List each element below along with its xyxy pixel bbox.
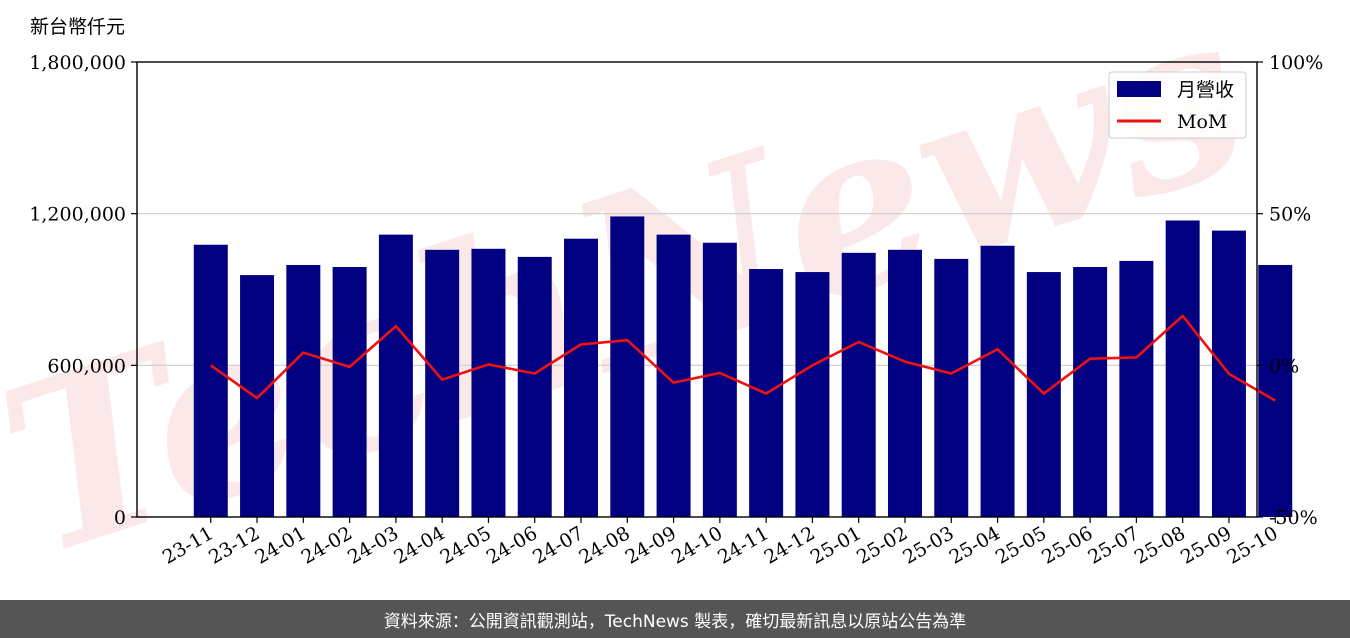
bar — [887, 249, 922, 517]
left-tick-label: 0 — [114, 507, 126, 529]
legend: 月營收 MoM — [1108, 71, 1247, 139]
right-tick-label: 100% — [1269, 52, 1323, 74]
bar — [564, 238, 599, 518]
x-tick-label: 24-02 — [298, 522, 356, 568]
x-tick-label: 24-11 — [714, 522, 772, 568]
left-tick-label: 1,200,000 — [29, 204, 126, 226]
line-series — [210, 314, 1276, 402]
bar — [656, 234, 691, 517]
x-tick-label: 25-01 — [807, 522, 865, 568]
x-tick-label: 24-03 — [344, 522, 402, 568]
chart-canvas: TechNews 0600,0001,200,0001,800,000-50%0… — [0, 0, 1323, 609]
x-tick-label: 24-10 — [668, 522, 726, 568]
bar — [1073, 267, 1108, 517]
bar — [795, 272, 830, 517]
x-tick-label: 25-03 — [899, 522, 957, 568]
bar — [193, 244, 228, 517]
legend-swatch-revenue — [1117, 81, 1161, 97]
bar — [471, 248, 506, 517]
x-tick-label: 25-02 — [853, 522, 911, 568]
x-tick-label: 25-09 — [1177, 522, 1235, 568]
bar — [425, 249, 460, 517]
bar — [378, 234, 413, 517]
x-tick-label: 24-09 — [622, 522, 680, 568]
right-tick-label: 50% — [1269, 204, 1311, 226]
mom-line — [210, 314, 1276, 402]
footer-source-text: 資料來源：公開資訊觀測站，TechNews 製表，確切最新訊息以原站公告為準 — [383, 611, 967, 632]
bar — [517, 256, 552, 517]
legend-label-mom: MoM — [1177, 111, 1227, 133]
right-tick-label: -50% — [1269, 507, 1318, 529]
bar — [934, 258, 969, 517]
x-tick-label: 24-12 — [760, 522, 818, 568]
revenue-chart: TechNews 0600,0001,200,0001,800,000-50%0… — [0, 0, 1323, 609]
bar — [702, 242, 737, 517]
grid — [137, 213, 1257, 366]
bar-series — [193, 216, 1293, 518]
legend-label-revenue: 月營收 — [1177, 79, 1234, 101]
x-tick-label: 25-08 — [1131, 522, 1189, 568]
y-unit-label: 新台幣仟元 — [30, 16, 125, 38]
x-tick-label: 25-10 — [1223, 522, 1281, 568]
x-tick-label: 24-04 — [390, 522, 448, 568]
bar — [841, 252, 876, 517]
x-tick-label: 25-04 — [946, 522, 1004, 568]
x-tick-label: 25-05 — [992, 522, 1050, 568]
x-tick-label: 24-05 — [437, 522, 495, 568]
footer-bar: 資料來源：公開資訊觀測站，TechNews 製表，確切最新訊息以原站公告為準 — [0, 600, 1350, 638]
x-tick-label: 24-07 — [529, 522, 587, 568]
bar — [1258, 264, 1293, 517]
x-tick-label: 24-08 — [575, 522, 633, 568]
x-tick-label: 25-06 — [1038, 522, 1096, 568]
plot-frame — [136, 61, 1258, 518]
bar — [240, 275, 275, 517]
bar — [286, 264, 321, 517]
bar — [610, 216, 645, 518]
x-tick-label: 25-07 — [1084, 522, 1142, 568]
left-tick-label: 600,000 — [47, 355, 126, 377]
bar — [980, 245, 1015, 517]
bar — [332, 267, 367, 517]
right-tick-label: 0% — [1269, 355, 1299, 377]
bar — [1119, 260, 1154, 517]
x-tick-label: 24-06 — [483, 522, 541, 568]
left-tick-label: 1,800,000 — [29, 52, 126, 74]
bar — [1165, 220, 1200, 517]
